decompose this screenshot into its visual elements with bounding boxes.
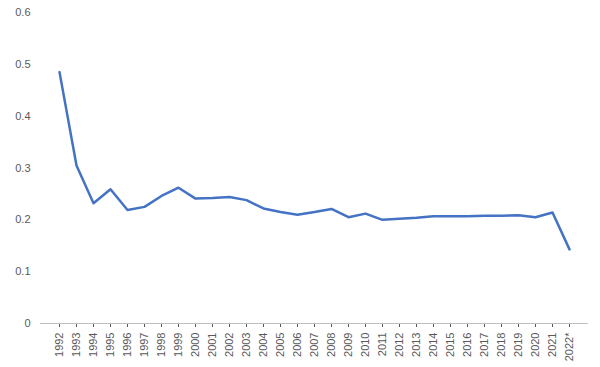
svg-text:2013: 2013 (410, 333, 422, 357)
svg-text:2011: 2011 (376, 333, 388, 357)
svg-text:2005: 2005 (274, 333, 286, 357)
svg-text:1996: 1996 (121, 333, 133, 357)
svg-text:2003: 2003 (240, 333, 252, 357)
svg-text:2002: 2002 (223, 333, 235, 357)
svg-text:1998: 1998 (155, 333, 167, 357)
svg-text:1994: 1994 (87, 333, 99, 357)
svg-text:2014: 2014 (427, 333, 439, 357)
svg-text:0.5: 0.5 (15, 58, 30, 70)
svg-text:1992: 1992 (53, 333, 65, 357)
svg-text:2012: 2012 (393, 333, 405, 357)
svg-text:2006: 2006 (291, 333, 303, 357)
svg-text:2022*: 2022* (563, 332, 575, 361)
svg-text:2020: 2020 (529, 333, 541, 357)
svg-text:1993: 1993 (70, 333, 82, 357)
svg-text:0.4: 0.4 (15, 110, 30, 122)
svg-text:2008: 2008 (325, 333, 337, 357)
svg-text:2017: 2017 (478, 333, 490, 357)
svg-text:0.6: 0.6 (15, 6, 30, 18)
svg-text:0.1: 0.1 (15, 265, 30, 277)
svg-text:2004: 2004 (257, 333, 269, 357)
svg-text:2001: 2001 (206, 333, 218, 357)
svg-text:0.2: 0.2 (15, 213, 30, 225)
svg-text:2009: 2009 (342, 333, 354, 357)
svg-text:2016: 2016 (461, 333, 473, 357)
svg-text:1999: 1999 (172, 333, 184, 357)
svg-text:2010: 2010 (359, 333, 371, 357)
svg-text:2021: 2021 (546, 333, 558, 357)
svg-text:2007: 2007 (308, 333, 320, 357)
svg-text:0: 0 (24, 317, 30, 329)
svg-text:2018: 2018 (495, 333, 507, 357)
svg-text:1995: 1995 (104, 333, 116, 357)
svg-text:1997: 1997 (138, 333, 150, 357)
svg-text:2000: 2000 (189, 333, 201, 357)
svg-text:2019: 2019 (512, 333, 524, 357)
svg-text:0.3: 0.3 (15, 162, 30, 174)
svg-text:2015: 2015 (444, 333, 456, 357)
